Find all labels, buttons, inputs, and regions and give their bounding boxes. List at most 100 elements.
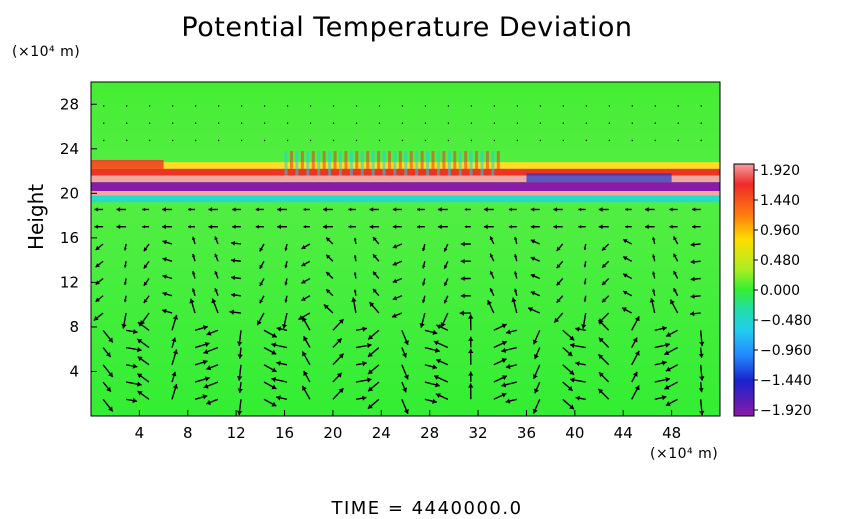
wind-arrow: [581, 312, 587, 329]
wave-ripple: [436, 151, 440, 176]
x-tick-label: 24: [372, 424, 391, 442]
wave-ripple: [360, 151, 364, 176]
wind-arrow: [218, 105, 220, 107]
wind-arrow: [137, 356, 150, 366]
wind-arrow: [171, 314, 178, 331]
wind-arrow: [401, 330, 409, 346]
wave-ripple: [415, 151, 419, 176]
wind-arrow: [622, 238, 633, 245]
y-tick-label: 16: [60, 229, 79, 247]
wind-arrow: [136, 373, 150, 383]
wave-ripple: [311, 151, 315, 176]
wind-arrow: [622, 273, 633, 280]
y-tick-label: 8: [69, 318, 79, 336]
wind-arrow: [530, 224, 540, 229]
wind-arrow: [690, 259, 701, 265]
wind-arrow: [203, 381, 219, 389]
chart-title: Potential Temperature Deviation: [181, 12, 633, 43]
wind-arrow: [583, 243, 587, 251]
wind-arrow: [240, 139, 243, 142]
wind-arrow: [353, 255, 357, 262]
wind-arrow: [665, 398, 678, 407]
wave-ripple: [344, 151, 348, 176]
y-tick-label: 28: [60, 95, 79, 113]
wind-arrow: [598, 207, 609, 212]
wind-arrow: [162, 239, 173, 245]
x-tick-label: 40: [565, 424, 584, 442]
wind-arrow: [102, 398, 114, 412]
wind-arrow: [622, 290, 633, 297]
x-tick-label: 12: [227, 424, 246, 442]
wind-arrow: [125, 328, 138, 335]
wind-arrow: [218, 122, 220, 124]
wind-arrow: [669, 207, 678, 212]
wind-arrow: [700, 139, 702, 142]
wind-arrow: [125, 397, 138, 404]
wind-arrow: [644, 207, 655, 212]
wind-arrow: [309, 122, 312, 124]
wind-arrow: [309, 105, 312, 107]
wind-arrow: [162, 291, 173, 297]
wind-arrow: [194, 325, 208, 331]
wave-ripple: [300, 151, 304, 176]
wind-arrow: [277, 224, 287, 230]
wind-arrow: [348, 224, 356, 229]
wind-arrow: [355, 342, 372, 349]
wind-arrow: [654, 342, 671, 349]
wind-arrow: [601, 278, 610, 286]
wind-arrow: [325, 254, 334, 262]
wind-arrow: [631, 122, 633, 124]
wind-arrow: [673, 236, 679, 245]
wind-arrow: [501, 346, 517, 353]
wind-arrow: [401, 399, 409, 415]
wind-arrow: [424, 139, 427, 142]
wind-arrow: [677, 122, 679, 124]
wind-arrow: [103, 105, 105, 107]
wave-ripple: [453, 151, 457, 176]
wind-arrow: [392, 207, 402, 212]
wind-arrow: [325, 237, 334, 245]
wind-arrow: [489, 236, 495, 245]
wind-arrow: [230, 292, 242, 298]
colorbar-tick-label: −1.440: [760, 373, 812, 389]
wind-arrow: [601, 260, 610, 269]
wind-arrow: [303, 225, 310, 229]
wind-arrow: [440, 312, 449, 328]
wave-ripple: [393, 151, 397, 176]
wind-arrow: [569, 377, 586, 383]
wind-arrow: [493, 323, 507, 331]
wind-arrow: [125, 346, 142, 353]
y-tick-label: 20: [60, 184, 79, 202]
wind-arrow: [259, 243, 265, 252]
wind-arrow: [527, 307, 541, 314]
colorbar-tick-label: 0.000: [760, 283, 800, 299]
wind-arrow: [575, 361, 586, 367]
wind-arrow: [286, 105, 289, 107]
wind-arrow: [514, 254, 518, 262]
wind-arrow: [378, 122, 381, 124]
wind-arrow: [468, 371, 474, 383]
wind-arrow: [236, 399, 243, 416]
wind-arrow: [608, 105, 610, 107]
wind-arrow: [263, 139, 266, 142]
wind-arrow: [214, 287, 219, 297]
wind-arrow: [539, 105, 541, 107]
wind-arrow: [203, 346, 219, 355]
wind-arrow: [149, 139, 151, 142]
wind-arrow: [443, 295, 449, 304]
wind-arrow: [143, 243, 150, 252]
band-cyan: [91, 195, 720, 203]
wind-arrow: [493, 139, 496, 142]
wind-arrow: [301, 277, 311, 284]
wind-arrow: [116, 207, 127, 212]
wind-arrow: [508, 207, 517, 212]
wind-arrow: [424, 105, 427, 107]
wind-arrow: [208, 207, 219, 212]
wind-arrow: [126, 105, 128, 107]
wind-arrow: [236, 330, 243, 347]
wind-arrow: [460, 276, 471, 281]
wind-arrow: [534, 381, 541, 394]
wind-arrow: [255, 224, 264, 229]
wind-arrow: [664, 381, 678, 390]
